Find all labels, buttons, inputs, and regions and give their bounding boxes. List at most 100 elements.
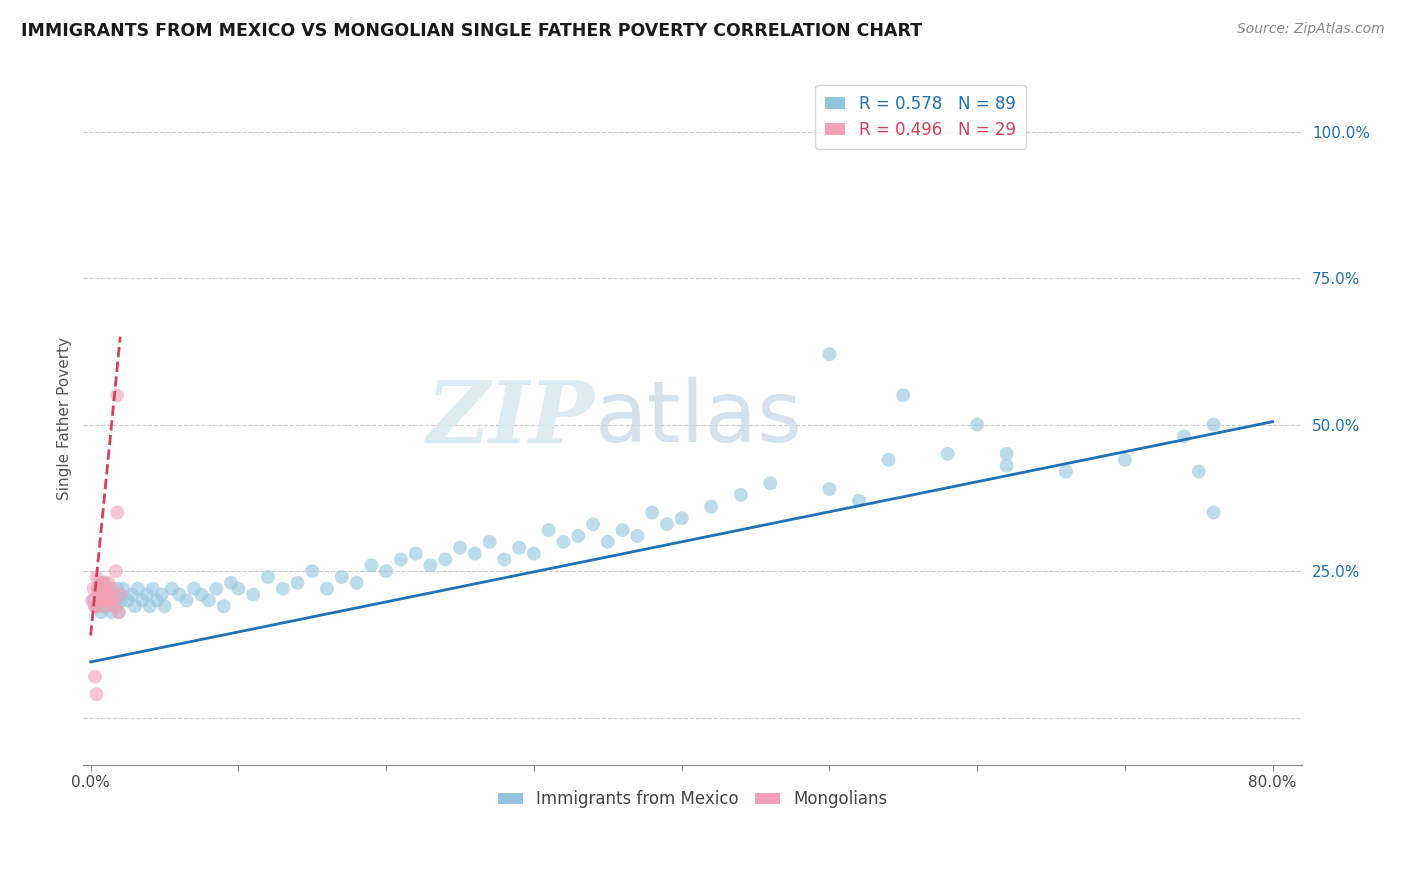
Point (405, 547, 427, 561)
Point (389, 552, 412, 566)
Point (641, 506, 664, 520)
Y-axis label: Single Father Poverty: Single Father Poverty (58, 337, 72, 500)
Point (995, 447, 1018, 461)
Point (86, 599, 108, 614)
Point (98, 588, 121, 602)
Point (596, 534, 619, 549)
Point (219, 575, 242, 590)
Point (100, 593, 122, 607)
Point (1114, 452, 1136, 467)
Point (87, 582, 110, 596)
Point (105, 506, 128, 520)
Point (111, 593, 134, 607)
Point (112, 582, 135, 596)
Point (97, 575, 120, 590)
Point (936, 447, 959, 461)
Point (93, 575, 115, 590)
Point (419, 558, 441, 573)
Point (1188, 465, 1211, 479)
Point (198, 593, 221, 607)
Point (131, 593, 153, 607)
Point (96, 588, 118, 602)
Text: atlas: atlas (595, 377, 803, 460)
Point (877, 452, 900, 467)
Point (508, 541, 530, 555)
Point (87, 582, 110, 596)
Point (124, 599, 146, 614)
Point (190, 588, 212, 602)
Point (464, 547, 486, 561)
Point (83, 582, 105, 596)
Point (84, 670, 107, 684)
Point (360, 558, 382, 573)
Point (169, 588, 191, 602)
Point (553, 534, 575, 549)
Point (183, 582, 205, 596)
Point (90, 593, 112, 607)
Point (93, 593, 115, 607)
Point (523, 547, 546, 561)
Point (301, 564, 323, 578)
Point (966, 417, 988, 432)
Point (730, 488, 752, 502)
Point (110, 588, 132, 602)
Point (257, 570, 280, 584)
Point (97, 593, 120, 607)
Point (93, 599, 115, 614)
Point (142, 582, 165, 596)
Point (153, 599, 176, 614)
Point (105, 582, 128, 596)
Point (96, 593, 118, 607)
Point (100, 593, 122, 607)
Point (1173, 429, 1195, 443)
Point (107, 605, 129, 619)
Legend: Immigrants from Mexico, Mongolians: Immigrants from Mexico, Mongolians (491, 784, 894, 815)
Point (346, 575, 368, 590)
Point (494, 552, 516, 566)
Point (995, 458, 1018, 473)
Point (94, 588, 117, 602)
Point (84, 599, 107, 614)
Point (90, 593, 112, 607)
Point (94, 599, 117, 614)
Point (90, 605, 112, 619)
Point (567, 529, 589, 543)
Point (759, 476, 782, 491)
Point (89, 588, 111, 602)
Point (1202, 506, 1225, 520)
Point (818, 347, 841, 361)
Point (110, 588, 132, 602)
Point (100, 605, 122, 619)
Point (205, 582, 228, 596)
Point (84, 599, 107, 614)
Point (848, 493, 870, 508)
Point (1054, 465, 1077, 479)
Point (135, 588, 157, 602)
Text: Source: ZipAtlas.com: Source: ZipAtlas.com (1237, 22, 1385, 37)
Point (150, 588, 173, 602)
Point (449, 541, 471, 555)
Point (316, 582, 339, 596)
Point (121, 588, 143, 602)
Point (626, 529, 648, 543)
Point (91, 582, 114, 596)
Point (101, 588, 124, 602)
Point (891, 388, 914, 402)
Point (98, 582, 121, 596)
Point (478, 534, 501, 549)
Point (655, 517, 678, 532)
Text: IMMIGRANTS FROM MEXICO VS MONGOLIAN SINGLE FATHER POVERTY CORRELATION CHART: IMMIGRANTS FROM MEXICO VS MONGOLIAN SING… (21, 22, 922, 40)
Point (271, 582, 294, 596)
Point (330, 570, 353, 584)
Point (105, 388, 128, 402)
Point (1202, 417, 1225, 432)
Point (101, 582, 124, 596)
Point (537, 523, 560, 537)
Point (104, 564, 127, 578)
Point (82, 593, 104, 607)
Point (86, 687, 108, 701)
Point (176, 593, 198, 607)
Point (582, 517, 605, 532)
Point (117, 593, 139, 607)
Point (89, 575, 111, 590)
